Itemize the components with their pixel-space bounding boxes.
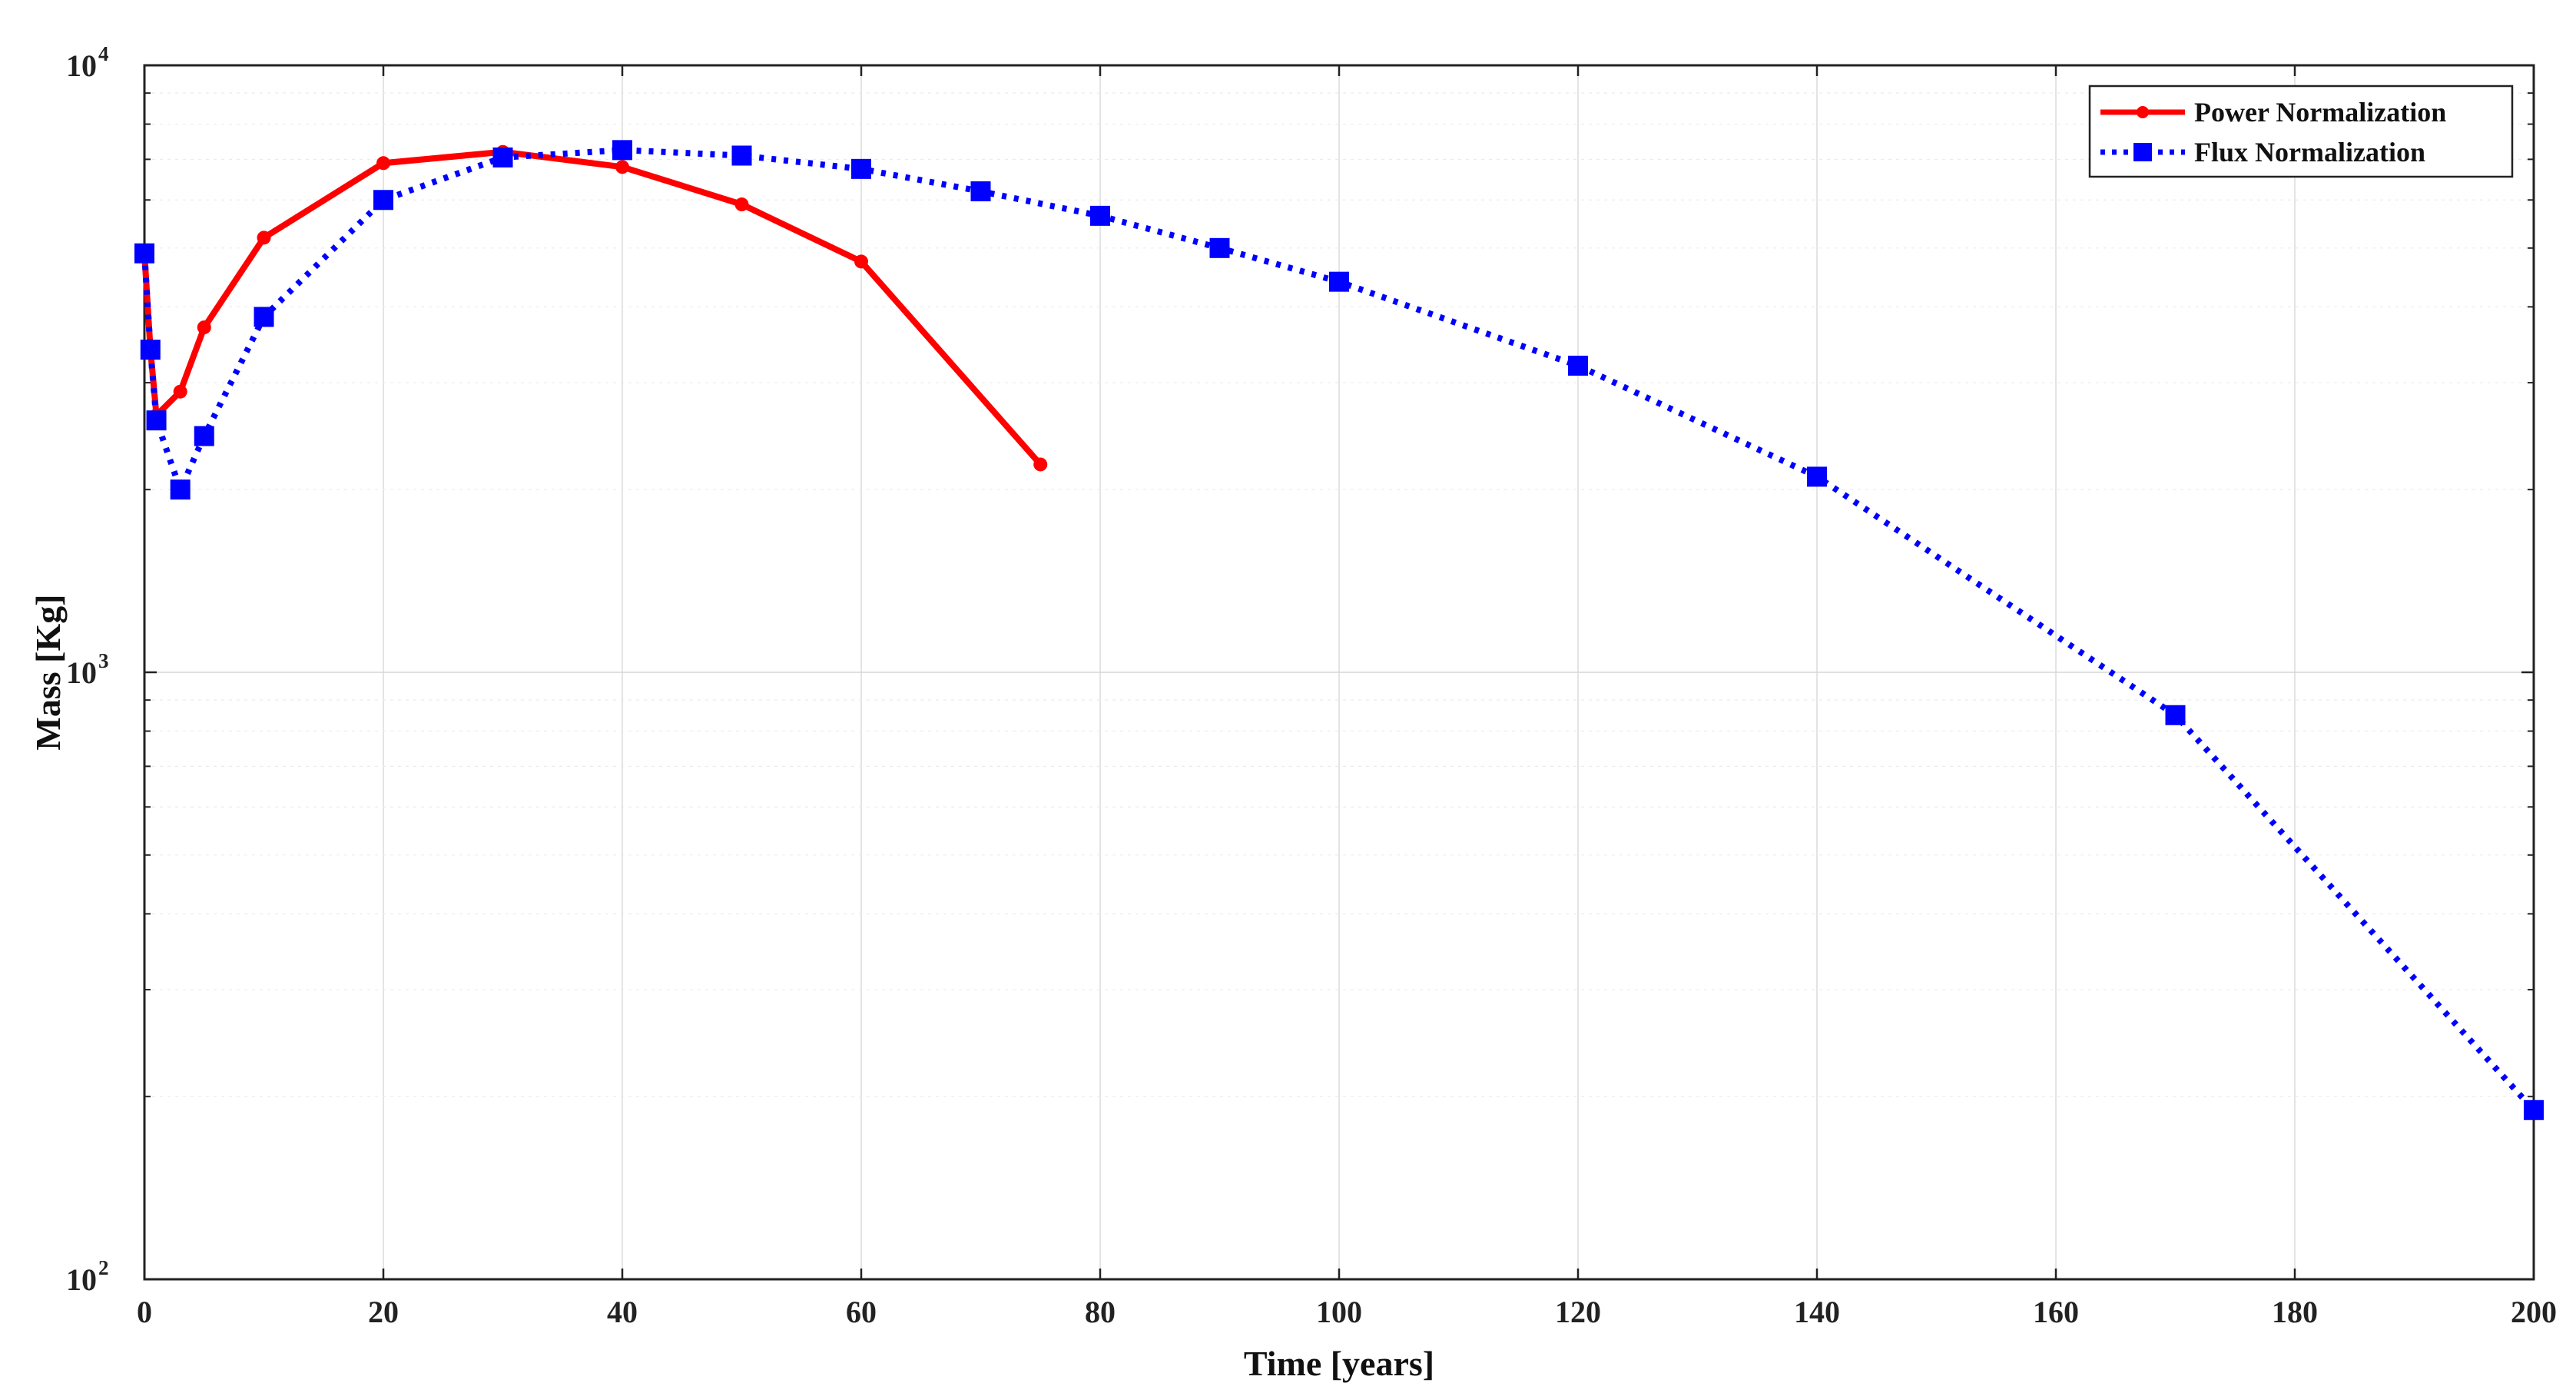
y-tick-label: 10: [66, 655, 97, 690]
data-point-0: [197, 320, 211, 335]
data-point-1: [146, 410, 167, 431]
data-point-1: [1807, 466, 1827, 487]
data-point-0: [615, 160, 629, 174]
data-point-1: [1329, 271, 1349, 292]
series-layer: [134, 140, 2544, 1120]
x-tick-label: 60: [846, 1295, 877, 1329]
legend: Power Normalization Flux Normalization: [2088, 85, 2514, 178]
legend-label-power: Power Normalization: [2194, 97, 2446, 128]
series-line-0: [141, 148, 1043, 467]
y-tick-label: 10: [66, 48, 97, 83]
data-point-0: [734, 197, 749, 212]
y-tick-exponent: 4: [98, 42, 109, 65]
y-tick-exponent: 2: [98, 1256, 109, 1279]
x-tick-label: 120: [1555, 1295, 1601, 1329]
x-tick-label: 200: [2511, 1295, 2557, 1329]
data-point-1: [254, 307, 274, 327]
data-point-1: [2165, 705, 2186, 725]
x-tick-label: 140: [1794, 1295, 1840, 1329]
x-tick-label: 180: [2272, 1295, 2318, 1329]
data-point-1: [134, 243, 154, 264]
data-point-1: [612, 140, 632, 161]
data-point-0: [257, 230, 271, 245]
legend-marker-power: [2137, 106, 2149, 118]
data-point-1: [1090, 205, 1110, 226]
data-point-1: [373, 190, 393, 211]
legend-box: [2088, 85, 2514, 178]
data-point-1: [140, 340, 161, 360]
data-point-1: [2524, 1099, 2544, 1120]
data-point-1: [492, 147, 513, 167]
x-axis-label: Time [years]: [1244, 1344, 1434, 1383]
x-tick-label: 80: [1085, 1295, 1116, 1329]
x-tick-label: 160: [2033, 1295, 2079, 1329]
x-tick-label: 40: [607, 1295, 638, 1329]
data-point-1: [1568, 355, 1588, 376]
legend-label-flux: Flux Normalization: [2194, 137, 2425, 167]
data-point-1: [170, 479, 191, 500]
data-point-1: [970, 181, 991, 202]
data-point-1: [851, 158, 871, 179]
data-point-1: [1209, 237, 1230, 258]
y-axis-label: Mass [Kg]: [28, 594, 68, 750]
legend-marker-flux: [2133, 143, 2152, 161]
data-point-0: [854, 254, 868, 269]
x-tick-label: 0: [137, 1295, 152, 1329]
data-point-0: [376, 156, 390, 171]
data-point-0: [1033, 457, 1048, 472]
y-tick-exponent: 3: [98, 649, 109, 672]
data-point-0: [173, 384, 187, 399]
y-tick-label: 10: [66, 1262, 97, 1297]
grid: [144, 65, 2535, 1280]
x-tick-label: 20: [368, 1295, 399, 1329]
x-tick-label: 100: [1316, 1295, 1362, 1329]
data-point-1: [731, 145, 752, 166]
data-point-1: [194, 426, 214, 446]
